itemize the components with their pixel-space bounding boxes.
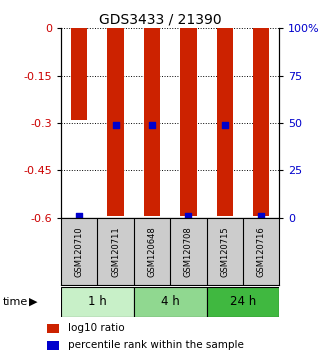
Point <box>149 122 154 128</box>
Point <box>222 122 227 128</box>
Bar <box>61 287 134 317</box>
Text: GSM120708: GSM120708 <box>184 226 193 277</box>
Text: percentile rank within the sample: percentile rank within the sample <box>68 340 244 350</box>
Bar <box>217 28 233 216</box>
Text: GDS3433 / 21390: GDS3433 / 21390 <box>99 12 222 27</box>
Text: GSM120716: GSM120716 <box>256 226 265 277</box>
Bar <box>47 341 58 350</box>
Text: 24 h: 24 h <box>230 295 256 308</box>
Point <box>77 213 82 219</box>
Text: GSM120710: GSM120710 <box>75 226 84 277</box>
Bar <box>144 28 160 216</box>
Bar <box>180 28 196 216</box>
Bar <box>206 287 279 317</box>
Text: 4 h: 4 h <box>161 295 179 308</box>
Point <box>186 213 191 219</box>
Point <box>113 122 118 128</box>
Text: ▶: ▶ <box>30 297 38 307</box>
Text: GSM120711: GSM120711 <box>111 226 120 277</box>
Bar <box>134 287 206 317</box>
Point <box>258 213 264 219</box>
Bar <box>253 28 269 216</box>
Text: log10 ratio: log10 ratio <box>68 324 125 333</box>
Bar <box>47 324 58 333</box>
Text: GSM120715: GSM120715 <box>220 226 229 277</box>
Text: GSM120648: GSM120648 <box>147 226 156 277</box>
Text: 1 h: 1 h <box>88 295 107 308</box>
Text: time: time <box>3 297 29 307</box>
Bar <box>107 28 124 216</box>
Bar <box>71 28 87 120</box>
